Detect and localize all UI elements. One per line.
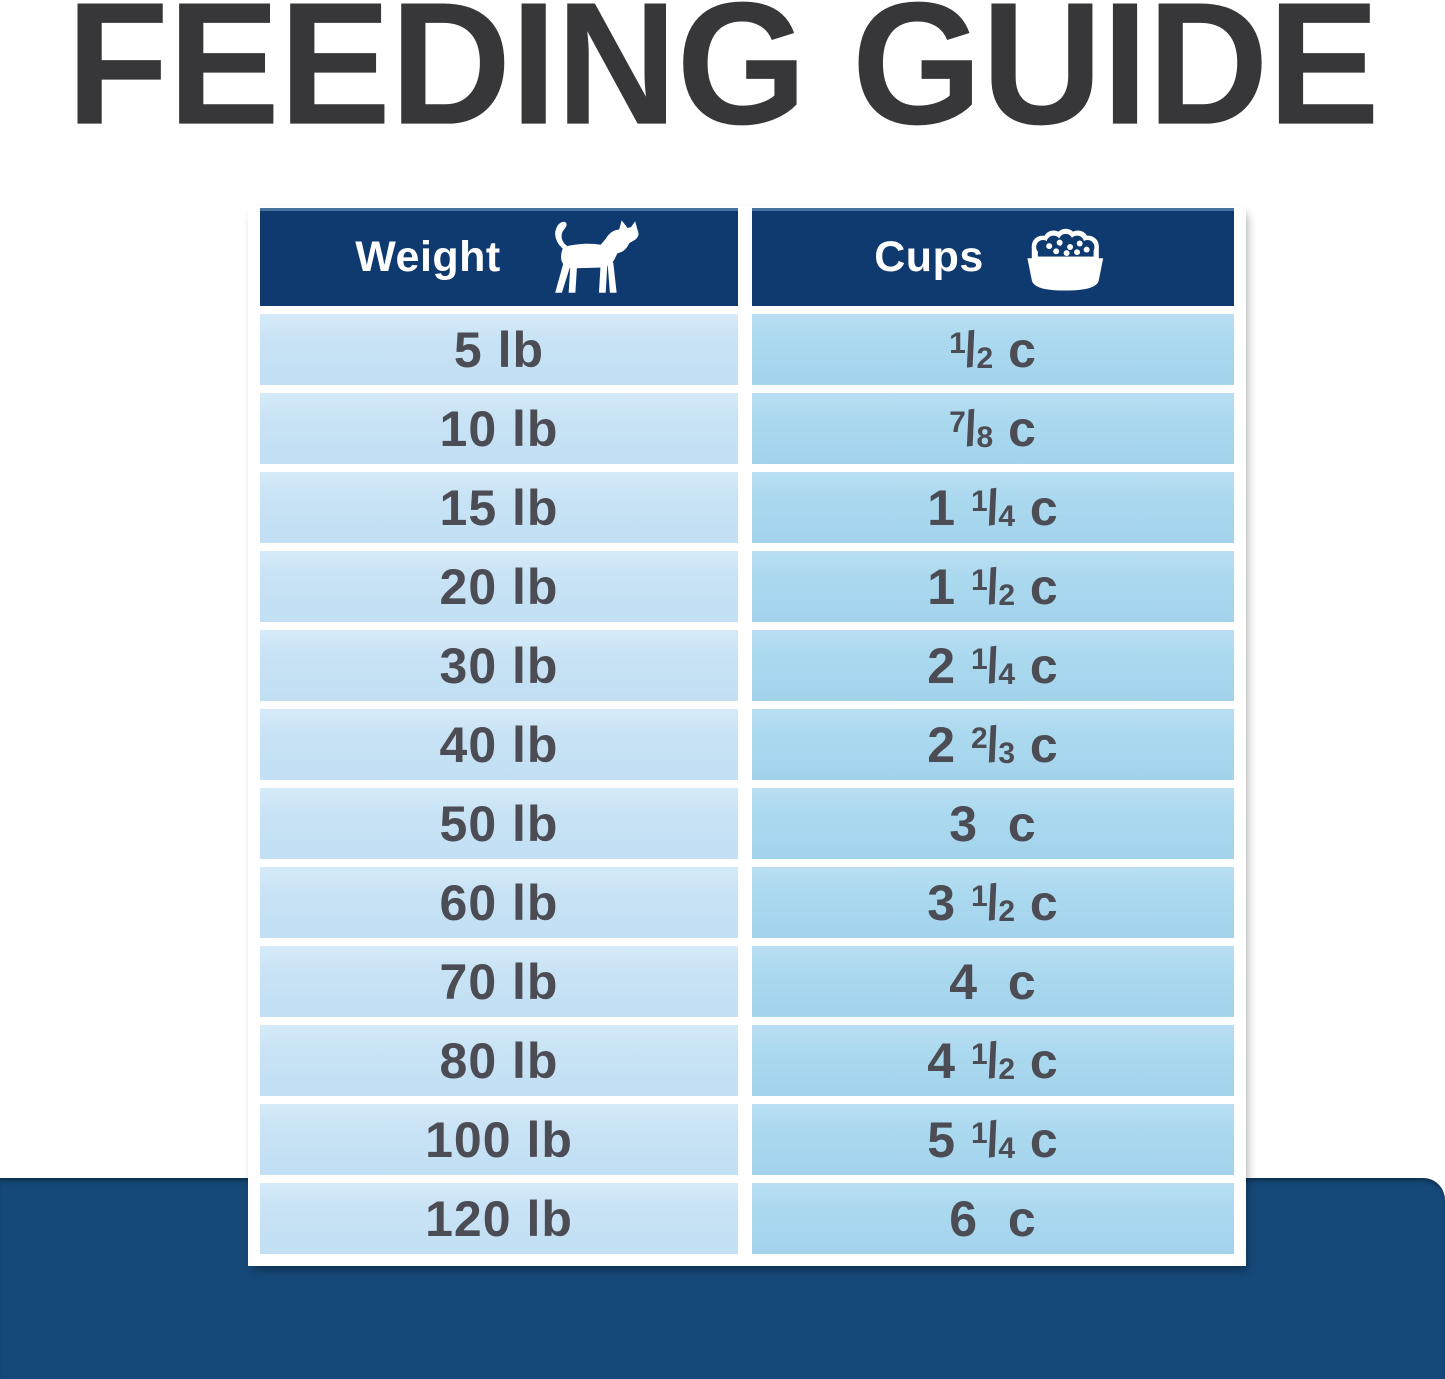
weight-cell: 20 lb [260, 551, 738, 622]
food-bowl-icon [1027, 228, 1103, 291]
weight-column-header: Weight [260, 208, 738, 306]
cups-column-header: Cups [752, 208, 1234, 306]
cups-cell: 5 1/4 c [752, 1104, 1234, 1175]
feeding-table: Weight Cups [248, 206, 1246, 1266]
fraction: 1/2 [970, 1032, 1016, 1089]
weight-cell: 10 lb [260, 393, 738, 464]
cups-cell: 1 1/4 c [752, 472, 1234, 543]
dog-icon [554, 220, 639, 293]
cups-cell: 3 1/2 c [752, 867, 1234, 938]
fraction: 1/4 [970, 637, 1016, 694]
feeding-table-grid: Weight Cups [260, 208, 1234, 1254]
cups-cell: 7/8 c [752, 393, 1234, 464]
weight-cell: 100 lb [260, 1104, 738, 1175]
cups-cell: 2 2/3 c [752, 709, 1234, 780]
cups-cell: 2 1/4 c [752, 630, 1234, 701]
fraction: 7/8 [949, 400, 994, 457]
weight-cell: 15 lb [260, 472, 738, 543]
page-title: FEEDING GUIDE [66, 0, 1379, 162]
cups-header-label: Cups [874, 232, 984, 281]
weight-cell: 60 lb [260, 867, 738, 938]
weight-cell: 70 lb [260, 946, 738, 1017]
fraction: 1/2 [970, 558, 1016, 615]
fraction: 2/3 [970, 716, 1016, 773]
fraction: 1/2 [970, 874, 1016, 931]
cups-cell: 3 c [752, 788, 1234, 859]
fraction: 1/4 [970, 479, 1016, 536]
cups-cell: 1 1/2 c [752, 551, 1234, 622]
fraction: 1/4 [970, 1111, 1016, 1168]
weight-cell: 30 lb [260, 630, 738, 701]
weight-cell: 120 lb [260, 1183, 738, 1254]
cups-cell: 4 c [752, 946, 1234, 1017]
weight-header-label: Weight [355, 232, 501, 281]
weight-cell: 50 lb [260, 788, 738, 859]
weight-cell: 5 lb [260, 314, 738, 385]
cups-cell: 6 c [752, 1183, 1234, 1254]
weight-cell: 40 lb [260, 709, 738, 780]
fraction: 1/2 [949, 321, 994, 378]
cups-cell: 4 1/2 c [752, 1025, 1234, 1096]
cups-cell: 1/2 c [752, 314, 1234, 385]
weight-cell: 80 lb [260, 1025, 738, 1096]
